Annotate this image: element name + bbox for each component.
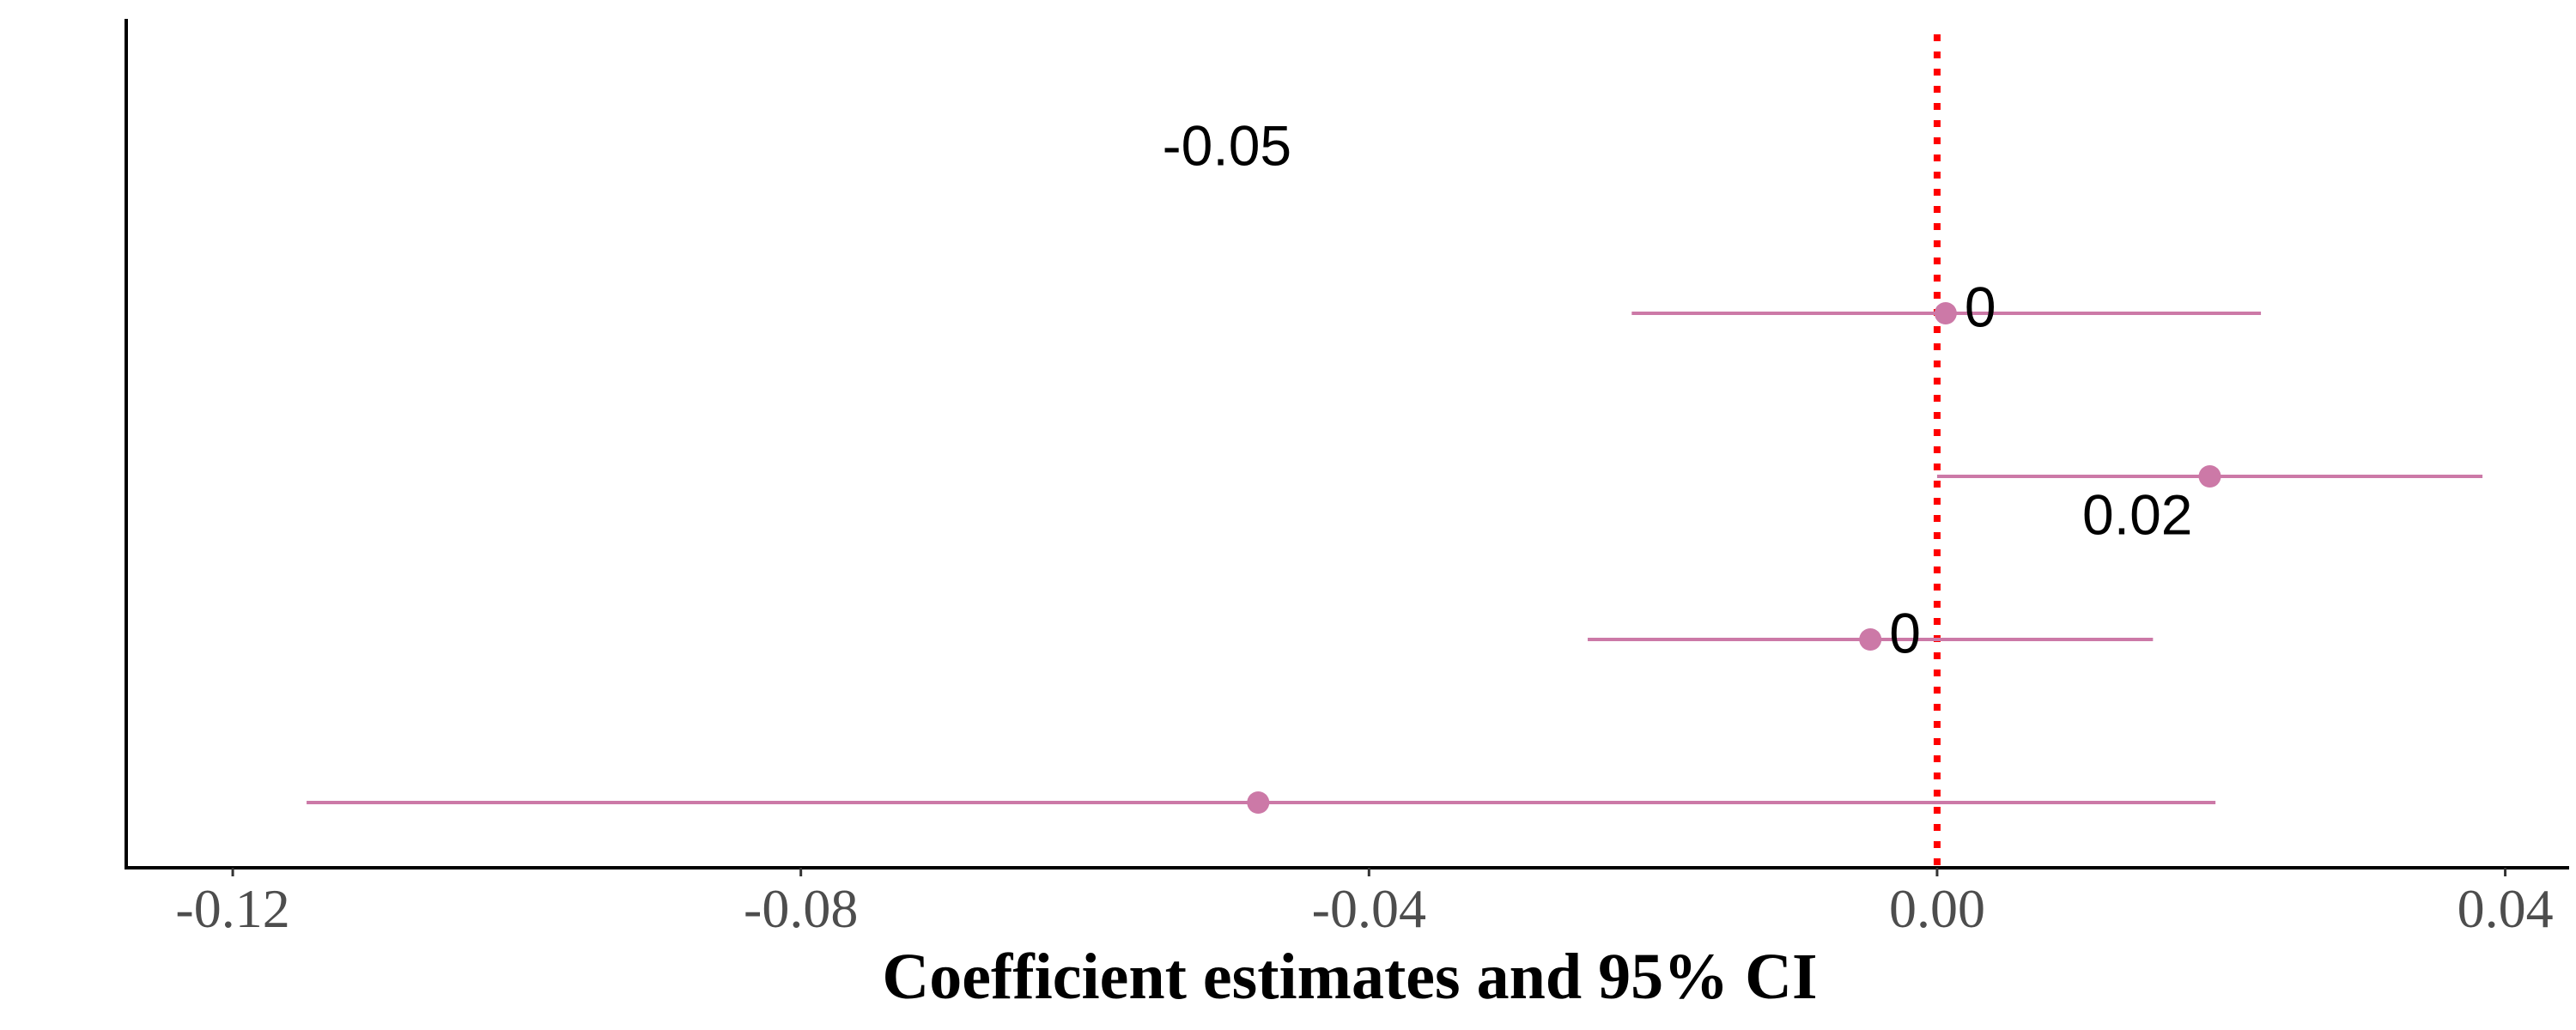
x-axis-title: Coefficient estimates and 95% CI bbox=[882, 941, 1817, 1013]
estimate-point bbox=[1934, 302, 1957, 324]
x-tick-label: 0.04 bbox=[2458, 878, 2554, 939]
data-label: 0 bbox=[1965, 275, 1996, 338]
data-label: -0.05 bbox=[1163, 113, 1291, 177]
x-tick-label: 0.00 bbox=[1889, 878, 1985, 939]
estimate-point bbox=[1247, 791, 1270, 814]
plot-marks: -0.05 0 0.02 0 bbox=[307, 34, 2483, 866]
data-label: 0.02 bbox=[2082, 482, 2192, 546]
data-label: 0 bbox=[1889, 601, 1921, 664]
estimate-point bbox=[1859, 628, 1882, 651]
estimate-point bbox=[2198, 465, 2221, 488]
x-axis-ticks: -0.12 -0.08 -0.04 0.00 0.04 bbox=[175, 868, 2554, 939]
x-tick-label: -0.12 bbox=[175, 878, 289, 939]
x-tick-label: -0.04 bbox=[1312, 878, 1426, 939]
x-tick-label: -0.08 bbox=[744, 878, 858, 939]
